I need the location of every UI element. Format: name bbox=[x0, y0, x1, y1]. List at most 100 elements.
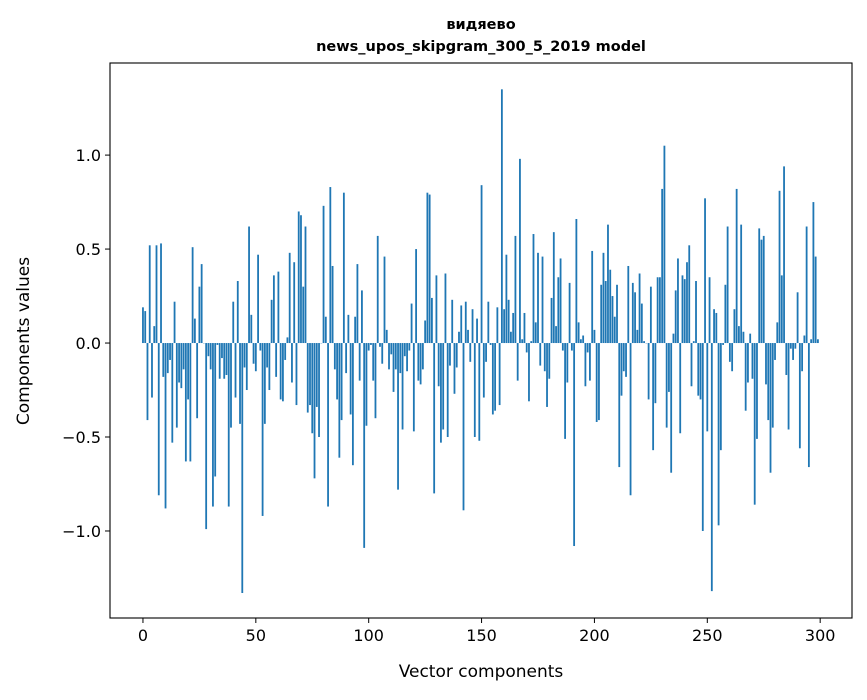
x-tick-label: 200 bbox=[579, 626, 610, 645]
bar bbox=[442, 343, 444, 429]
bar bbox=[332, 266, 334, 343]
bar bbox=[623, 343, 625, 371]
bar bbox=[650, 287, 652, 343]
bar bbox=[171, 343, 173, 443]
bar bbox=[445, 273, 447, 343]
bar bbox=[609, 270, 611, 343]
bar bbox=[406, 343, 408, 371]
bar bbox=[501, 89, 503, 343]
bar bbox=[201, 264, 203, 343]
bar bbox=[582, 336, 584, 344]
bar bbox=[219, 343, 221, 379]
bar bbox=[205, 343, 207, 529]
bar bbox=[354, 317, 356, 343]
x-tick-label: 300 bbox=[805, 626, 836, 645]
x-tick-label: 100 bbox=[353, 626, 384, 645]
y-tick-label: −1.0 bbox=[62, 522, 101, 541]
bar bbox=[257, 255, 259, 343]
y-axis-label: Components values bbox=[14, 257, 34, 425]
bar bbox=[555, 326, 557, 343]
bar bbox=[803, 336, 805, 344]
bar bbox=[244, 343, 246, 367]
bar bbox=[377, 236, 379, 343]
y-tick-label: −0.5 bbox=[62, 428, 101, 447]
bar bbox=[451, 300, 453, 343]
bar bbox=[702, 343, 704, 531]
bar bbox=[327, 343, 329, 507]
bar bbox=[512, 313, 514, 343]
bar bbox=[156, 245, 158, 343]
bar bbox=[794, 343, 796, 349]
bar bbox=[316, 343, 318, 407]
bar bbox=[438, 343, 440, 386]
bar bbox=[736, 189, 738, 343]
bar bbox=[632, 283, 634, 343]
bar bbox=[241, 343, 243, 593]
bar bbox=[697, 343, 699, 396]
bar bbox=[788, 343, 790, 429]
bar bbox=[311, 343, 313, 433]
bar bbox=[691, 343, 693, 386]
x-tick-label: 0 bbox=[138, 626, 148, 645]
bar bbox=[469, 343, 471, 362]
bar bbox=[221, 343, 223, 358]
bar bbox=[603, 253, 605, 343]
bar bbox=[411, 304, 413, 343]
bar bbox=[420, 343, 422, 384]
bar bbox=[417, 343, 419, 381]
bar bbox=[379, 343, 381, 347]
x-tick-label: 150 bbox=[466, 626, 497, 645]
bar bbox=[695, 281, 697, 343]
bar bbox=[643, 341, 645, 343]
bar bbox=[797, 292, 799, 343]
bar bbox=[217, 343, 219, 345]
bar bbox=[302, 287, 304, 343]
bar bbox=[494, 343, 496, 411]
bar bbox=[533, 234, 535, 343]
bar bbox=[679, 343, 681, 433]
bar bbox=[490, 343, 492, 345]
bar bbox=[740, 225, 742, 343]
bar bbox=[492, 343, 494, 414]
bar bbox=[318, 343, 320, 437]
chart-title-line-2: news_upos_skipgram_300_5_2019 model bbox=[316, 39, 646, 55]
bar bbox=[544, 343, 546, 371]
bar bbox=[226, 343, 228, 375]
bar bbox=[359, 343, 361, 381]
bar bbox=[436, 275, 438, 343]
bar bbox=[180, 343, 182, 388]
bar bbox=[551, 298, 553, 343]
bar bbox=[338, 343, 340, 458]
bar bbox=[208, 343, 210, 356]
bar bbox=[386, 330, 388, 343]
bar bbox=[185, 343, 187, 461]
bar bbox=[293, 262, 295, 343]
bar bbox=[275, 343, 277, 377]
bar bbox=[393, 343, 395, 392]
bar bbox=[449, 343, 451, 366]
bar bbox=[727, 227, 729, 344]
bar bbox=[517, 343, 519, 381]
bar bbox=[733, 309, 735, 343]
bar bbox=[564, 343, 566, 439]
bar bbox=[573, 343, 575, 546]
bar bbox=[535, 322, 537, 343]
bar bbox=[158, 343, 160, 495]
bar bbox=[212, 343, 214, 507]
bar bbox=[284, 343, 286, 360]
bar bbox=[198, 287, 200, 343]
y-tick-label: 0.0 bbox=[76, 334, 101, 353]
bar bbox=[307, 343, 309, 413]
bar bbox=[424, 320, 426, 343]
bar bbox=[246, 343, 248, 390]
bar bbox=[454, 343, 456, 394]
bar bbox=[749, 334, 751, 343]
bar bbox=[402, 343, 404, 429]
bar bbox=[636, 330, 638, 343]
bar bbox=[600, 285, 602, 343]
bar bbox=[343, 193, 345, 343]
bar bbox=[569, 283, 571, 343]
bar bbox=[259, 343, 261, 351]
bar bbox=[174, 302, 176, 343]
bar bbox=[542, 257, 544, 343]
